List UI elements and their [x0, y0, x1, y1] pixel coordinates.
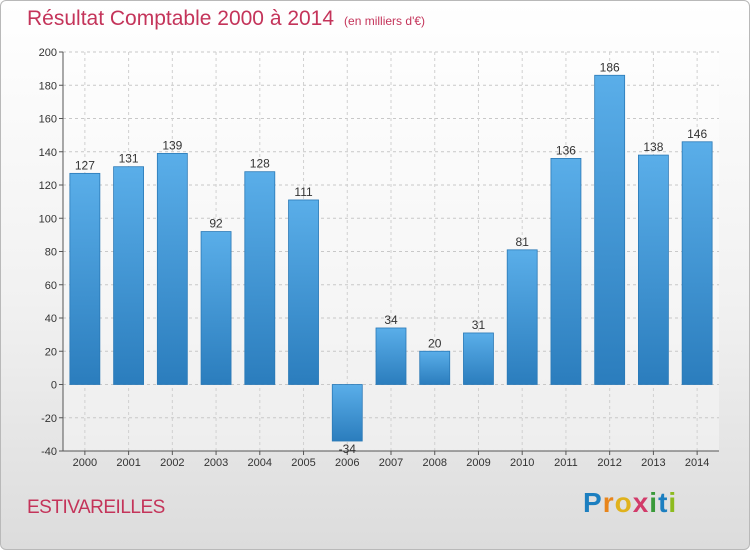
x-tick-label-2002: 2002 — [160, 457, 184, 469]
commune-name: ESTIVAREILLES — [27, 497, 165, 518]
y-tick-label: 20 — [45, 346, 57, 358]
bar-layer — [69, 74, 713, 442]
y-tick-label: 140 — [39, 147, 57, 159]
value-label-2000: 127 — [75, 158, 95, 172]
x-tick-label-2012: 2012 — [597, 457, 621, 469]
value-label-2009: 31 — [472, 318, 486, 332]
bar-2011 — [550, 157, 582, 385]
chart-title: Résultat Comptable 2000 à 2014 (en millie… — [27, 7, 425, 31]
value-label-2012: 186 — [600, 60, 620, 74]
bar-2002 — [156, 153, 188, 385]
y-tick-label: 200 — [39, 47, 57, 59]
proxiti-logo: Proxiti — [583, 487, 678, 518]
value-label-2006: -34 — [339, 442, 357, 456]
bar-2013 — [638, 154, 669, 385]
x-tick-label-2005: 2005 — [291, 457, 315, 469]
value-label-2005: 111 — [294, 185, 313, 199]
x-tick-label-2010: 2010 — [510, 457, 534, 469]
bar-2007 — [375, 327, 407, 385]
y-tick-label: 0 — [51, 380, 57, 392]
y-tick-label: -40 — [41, 446, 57, 458]
x-tick-label-2001: 2001 — [116, 457, 140, 469]
value-label-2001: 131 — [119, 152, 139, 166]
x-tick-label-2014: 2014 — [685, 457, 709, 469]
x-tick-label-2000: 2000 — [73, 457, 97, 469]
bar-2008 — [419, 350, 451, 385]
bar-2000 — [69, 172, 101, 385]
bar-2014 — [681, 141, 713, 385]
bar-2009 — [463, 332, 494, 385]
y-tick-label: 60 — [45, 280, 57, 292]
x-tick-label-2009: 2009 — [466, 457, 490, 469]
label-layer: -40 -20 0 20 40 60 80 100 120 140 160 180 200 127 2000… — [39, 47, 710, 469]
y-tick-label: 180 — [39, 80, 57, 92]
value-label-2014: 146 — [687, 127, 707, 141]
value-label-2010: 81 — [516, 235, 530, 249]
value-label-2004: 128 — [250, 157, 270, 171]
y-tick-label: 80 — [45, 247, 57, 259]
bar-2012 — [594, 74, 626, 385]
x-tick-label-2006: 2006 — [335, 457, 359, 469]
y-tick-label: 40 — [45, 313, 57, 325]
bar-2006 — [331, 384, 363, 442]
x-tick-label-2013: 2013 — [641, 457, 665, 469]
bar-2010 — [506, 249, 538, 385]
x-tick-label-2007: 2007 — [379, 457, 403, 469]
value-label-2002: 139 — [162, 138, 182, 152]
y-tick-label: 100 — [39, 213, 57, 225]
bar-2004 — [244, 171, 276, 385]
value-label-2008: 20 — [428, 336, 442, 350]
bar-2003 — [200, 231, 232, 385]
y-tick-label: 160 — [39, 114, 57, 126]
title-text: Résultat Comptable 2000 à 2014 — [27, 7, 335, 30]
x-tick-label-2008: 2008 — [422, 457, 446, 469]
x-tick-label-2011: 2011 — [554, 457, 578, 469]
value-label-2007: 34 — [384, 313, 398, 327]
value-label-2013: 138 — [643, 140, 663, 154]
unit-label: (en milliers d'€) — [344, 14, 426, 28]
x-tick-label-2003: 2003 — [204, 457, 228, 469]
bar-2005 — [288, 199, 319, 385]
bar-2001 — [113, 166, 144, 385]
y-tick-label: -20 — [41, 413, 57, 425]
value-label-2003: 92 — [209, 217, 223, 231]
x-tick-label-2004: 2004 — [248, 457, 272, 469]
y-tick-label: 120 — [39, 180, 57, 192]
value-label-2011: 136 — [556, 143, 576, 157]
